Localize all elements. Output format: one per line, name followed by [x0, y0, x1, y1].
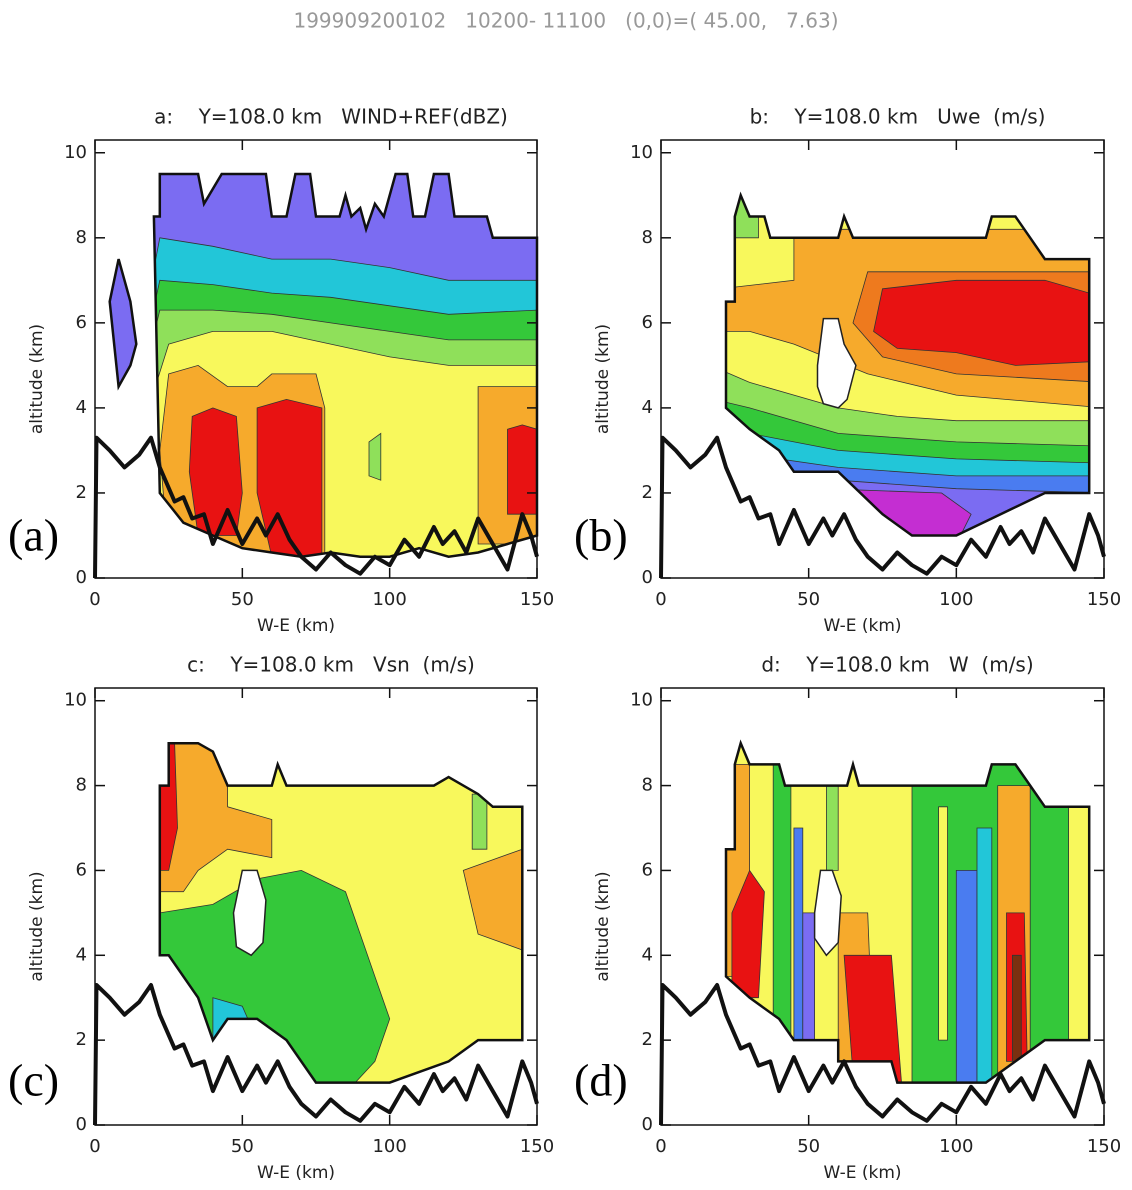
contour-band	[873, 279, 1090, 366]
x-tick-label: 100	[939, 1136, 973, 1157]
figure-header: 199909200102 10200- 11100 (0,0)=( 45.00,…	[293, 9, 838, 33]
contour-band	[726, 195, 759, 239]
y-tick-label: 6	[642, 859, 653, 880]
y-tick-label: 0	[642, 567, 653, 588]
y-tick-label: 6	[76, 312, 87, 333]
y-axis-label: altitude (km)	[27, 324, 47, 434]
contour-band	[802, 912, 815, 1041]
x-tick-label: 150	[520, 1136, 554, 1157]
x-tick-label: 100	[372, 1136, 406, 1157]
field-outline	[158, 741, 524, 1084]
y-tick-label: 10	[630, 690, 653, 711]
x-tick-label: 50	[231, 1136, 254, 1157]
y-axis-label: altitude (km)	[593, 871, 613, 981]
x-tick-label: 0	[89, 589, 100, 610]
y-tick-label: 10	[630, 142, 653, 163]
plot-frame	[94, 139, 538, 579]
x-axis-label: W-E (km)	[257, 616, 335, 636]
panel-title: d: Y=108.0 km W (m/s)	[761, 653, 1033, 677]
y-tick-label: 2	[76, 482, 87, 503]
contour-band	[159, 743, 178, 871]
missing-data	[813, 869, 842, 957]
contour-band	[1012, 954, 1022, 1062]
contour-band	[938, 806, 948, 1041]
x-tick-label: 50	[797, 1136, 820, 1157]
x-tick-label: 100	[372, 589, 406, 610]
contour-band	[256, 398, 323, 557]
y-tick-label: 6	[76, 859, 87, 880]
contour-band	[976, 827, 993, 1083]
contour-band	[177, 1014, 205, 1063]
y-tick-label: 4	[76, 944, 87, 965]
terrain-line	[659, 435, 1106, 579]
y-tick-label: 2	[642, 482, 653, 503]
y-tick-label: 4	[642, 944, 653, 965]
y-axis-label: altitude (km)	[593, 324, 613, 434]
panel-title: b: Y=108.0 km Uwe (m/s)	[750, 105, 1046, 129]
x-tick-label: 0	[655, 1136, 666, 1157]
y-tick-label: 10	[64, 142, 87, 163]
terrain-line	[93, 435, 539, 579]
y-tick-label: 8	[642, 227, 653, 248]
field-outline	[724, 739, 1091, 1084]
x-axis-label: W-E (km)	[257, 1163, 335, 1183]
field-outline	[108, 258, 138, 391]
plot-frame	[94, 687, 538, 1126]
panel-label: (d)	[574, 1055, 628, 1106]
contour-band	[772, 743, 792, 1041]
panel-title: c: Y=108.0 km Vsn (m/s)	[187, 653, 475, 677]
y-tick-label: 0	[76, 1114, 87, 1135]
field-outline	[152, 172, 539, 558]
y-tick-label: 0	[76, 567, 87, 588]
missing-data	[816, 317, 857, 409]
y-axis-label: altitude (km)	[27, 871, 47, 981]
plot-frame	[660, 687, 1105, 1126]
panel-label: (c)	[8, 1055, 59, 1106]
contour-band	[188, 407, 243, 536]
plot-frame	[660, 139, 1105, 579]
y-tick-label: 8	[76, 775, 87, 796]
contour-band	[793, 827, 804, 1041]
x-tick-label: 0	[89, 1136, 100, 1157]
y-tick-label: 2	[642, 1029, 653, 1050]
y-tick-label: 8	[76, 227, 87, 248]
x-axis-label: W-E (km)	[823, 616, 901, 636]
x-tick-label: 100	[939, 589, 973, 610]
contour-band	[471, 793, 488, 850]
y-tick-label: 10	[64, 690, 87, 711]
x-tick-label: 150	[1087, 1136, 1121, 1157]
x-tick-label: 0	[655, 589, 666, 610]
panel-label: (b)	[574, 510, 628, 561]
terrain-line	[659, 983, 1106, 1126]
contour-band	[731, 869, 765, 999]
y-tick-label: 0	[642, 1114, 653, 1135]
y-tick-label: 4	[76, 397, 87, 418]
contour-band	[507, 424, 537, 515]
panel-label: (a)	[8, 510, 59, 561]
panel-title: a: Y=108.0 km WIND+REF(dBZ)	[154, 105, 508, 129]
field-outline	[724, 191, 1091, 537]
terrain-line	[93, 983, 539, 1126]
contour-field	[159, 743, 523, 1083]
contour-band	[462, 848, 523, 956]
x-tick-label: 50	[231, 589, 254, 610]
y-tick-label: 6	[642, 312, 653, 333]
y-tick-label: 2	[76, 1029, 87, 1050]
contour-band	[778, 492, 824, 524]
x-tick-label: 150	[1087, 589, 1121, 610]
x-tick-label: 50	[797, 589, 820, 610]
contour-band	[955, 870, 978, 1083]
y-tick-label: 4	[642, 397, 653, 418]
missing-data	[232, 869, 267, 957]
x-tick-label: 150	[520, 589, 554, 610]
x-axis-label: W-E (km)	[823, 1163, 901, 1183]
y-tick-label: 8	[642, 775, 653, 796]
contour-band	[368, 432, 382, 481]
contour-band	[826, 743, 839, 871]
